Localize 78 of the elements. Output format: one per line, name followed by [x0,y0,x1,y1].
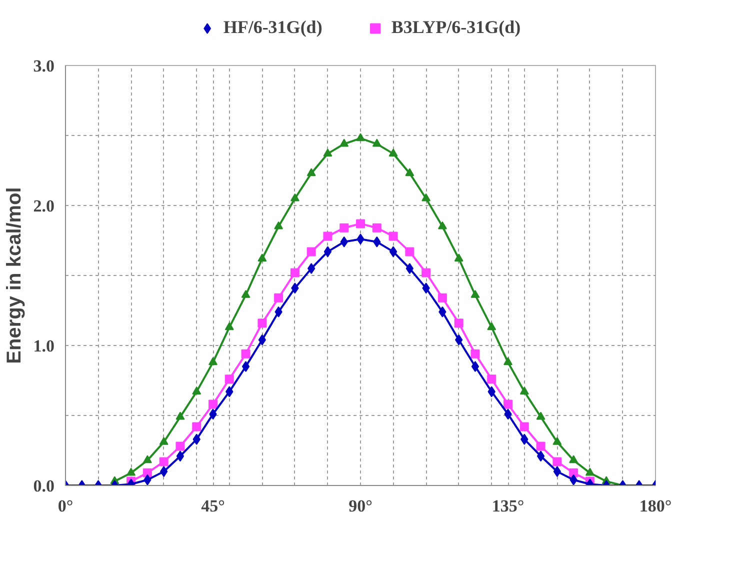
point [340,138,349,147]
point [438,221,447,230]
point [274,221,284,230]
point [520,422,529,432]
point [552,436,562,445]
point [324,246,332,258]
point [471,361,480,372]
point [422,268,431,278]
point [159,457,168,466]
point [356,219,365,228]
point [323,148,332,157]
point [176,412,185,420]
point [208,357,218,366]
point [454,318,464,328]
point [258,254,267,262]
point [536,442,546,451]
point [323,232,332,241]
point [159,436,168,445]
point [192,422,202,432]
point [274,293,284,302]
point [520,386,529,395]
point [160,466,168,477]
point [389,246,398,258]
point [569,468,578,478]
point [224,322,234,330]
x-tick-label: 45° [201,496,225,516]
point [422,193,431,202]
point [388,148,398,157]
point [241,290,250,298]
point [340,223,349,232]
y-tick-label: 2.0 [33,196,54,216]
point [438,293,447,302]
legend-label: B3LYP/6-31G(d) [391,17,521,38]
point [470,349,480,358]
point [406,263,414,274]
y-tick-label: 3.0 [33,56,54,76]
point [487,374,496,384]
point [142,455,152,464]
x-tick-label: 135° [492,496,524,516]
point [176,450,184,462]
y-tick-label: 0.0 [33,476,54,496]
point [405,247,414,256]
point [306,247,316,256]
point [405,168,414,176]
point [176,442,185,451]
point [126,468,136,476]
point [569,455,578,464]
x-tick-label: 180° [639,496,672,516]
point [552,457,562,466]
point [487,322,496,330]
point [242,361,250,372]
point [258,318,267,328]
point [290,193,300,202]
point [142,468,152,478]
point [372,138,382,147]
x-tick-label: 0° [58,496,74,516]
x-tick-label: 90° [348,496,372,516]
point [290,268,300,278]
point [308,263,316,274]
point [372,223,382,232]
point [585,468,594,476]
point [241,349,250,358]
y-tick-label: 1.0 [33,336,54,356]
point [192,386,202,395]
point [388,232,398,241]
point [224,374,234,384]
point [454,254,464,262]
point [356,133,365,142]
point [208,400,218,409]
point [536,412,546,420]
legend-label: HF/6-31G(d) [223,17,322,38]
y-axis-title: Energy in kcal/mol [3,187,26,364]
point [470,290,480,298]
point [553,466,561,477]
point [504,400,512,409]
point [306,168,316,176]
point [504,357,512,366]
point [536,450,545,462]
